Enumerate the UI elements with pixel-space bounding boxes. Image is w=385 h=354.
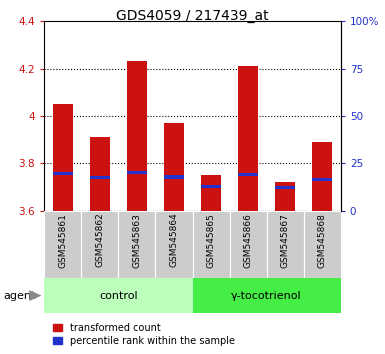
Bar — [238, 66, 258, 211]
Bar — [127, 171, 147, 174]
Text: agent: agent — [4, 291, 36, 301]
Bar — [312, 142, 332, 211]
Bar — [192, 278, 341, 313]
Bar — [156, 211, 192, 278]
Bar — [53, 104, 73, 211]
Bar — [304, 211, 341, 278]
Bar — [90, 137, 110, 211]
Text: GSM545868: GSM545868 — [318, 213, 327, 268]
Text: GSM545865: GSM545865 — [206, 213, 216, 268]
Bar — [201, 185, 221, 188]
Text: GSM545867: GSM545867 — [281, 213, 290, 268]
Text: control: control — [99, 291, 138, 301]
Bar — [164, 123, 184, 211]
Bar — [44, 278, 192, 313]
Bar — [164, 176, 184, 178]
Bar — [53, 172, 73, 176]
Bar — [119, 211, 156, 278]
Bar — [44, 211, 81, 278]
Text: GSM545864: GSM545864 — [169, 213, 179, 267]
Text: GDS4059 / 217439_at: GDS4059 / 217439_at — [116, 9, 269, 23]
Bar — [267, 211, 304, 278]
Text: GSM545866: GSM545866 — [244, 213, 253, 268]
Bar — [275, 182, 295, 211]
Text: γ-tocotrienol: γ-tocotrienol — [231, 291, 302, 301]
Bar — [201, 175, 221, 211]
Bar — [192, 211, 229, 278]
Bar — [229, 211, 266, 278]
Text: GSM545863: GSM545863 — [132, 213, 141, 268]
Bar — [90, 176, 110, 179]
Bar — [127, 62, 147, 211]
Bar — [81, 211, 119, 278]
Legend: transformed count, percentile rank within the sample: transformed count, percentile rank withi… — [53, 323, 234, 346]
Text: GSM545862: GSM545862 — [95, 213, 104, 267]
Bar — [238, 173, 258, 176]
Text: GSM545861: GSM545861 — [58, 213, 67, 268]
Bar — [275, 186, 295, 189]
Bar — [312, 178, 332, 181]
Polygon shape — [29, 290, 42, 301]
